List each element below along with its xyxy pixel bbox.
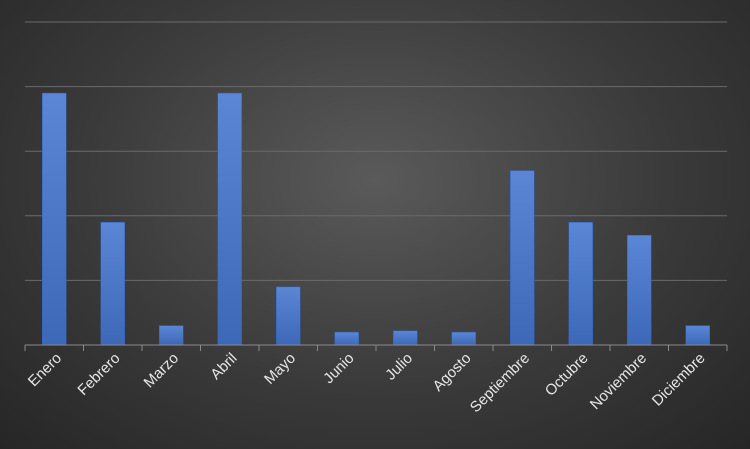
- x-tick-labels: Enero Febrero Marzo Abril Mayo Junio Julio Agos…: [25, 350, 709, 416]
- bar-febrero: [100, 222, 125, 346]
- bar-noviembre: [627, 234, 652, 346]
- x-tick-label-febrero: Febrero: [74, 350, 123, 399]
- bar-octubre: [568, 222, 593, 346]
- x-tick-label-julio: Julio: [382, 350, 416, 384]
- bar-enero: [42, 92, 67, 346]
- x-tick-label-junio: Junio: [320, 350, 357, 387]
- bars: [42, 92, 710, 346]
- bar-septiembre: [510, 170, 535, 346]
- x-tick-label-enero: Enero: [25, 350, 65, 390]
- x-tick-label-diciembre: Diciembre: [649, 350, 709, 410]
- x-tick-label-septiembre: Septiembre: [467, 350, 533, 416]
- x-tick-label-abril: Abril: [207, 350, 240, 383]
- bar-junio: [334, 331, 359, 346]
- x-tick-label-marzo: Marzo: [141, 350, 182, 391]
- x-tick-label-mayo: Mayo: [261, 350, 299, 388]
- x-axis: [24, 344, 728, 351]
- bar-agosto: [451, 331, 476, 346]
- gridlines: [25, 21, 727, 281]
- bar-abril: [217, 92, 242, 346]
- bar-marzo: [159, 325, 184, 346]
- x-tick-label-agosto: Agosto: [430, 350, 475, 395]
- bar-julio: [393, 330, 418, 346]
- x-tick-label-noviembre: Noviembre: [587, 350, 650, 413]
- x-tick-label-octubre: Octubre: [542, 350, 592, 400]
- bar-mayo: [276, 286, 301, 346]
- bar-diciembre: [685, 325, 710, 346]
